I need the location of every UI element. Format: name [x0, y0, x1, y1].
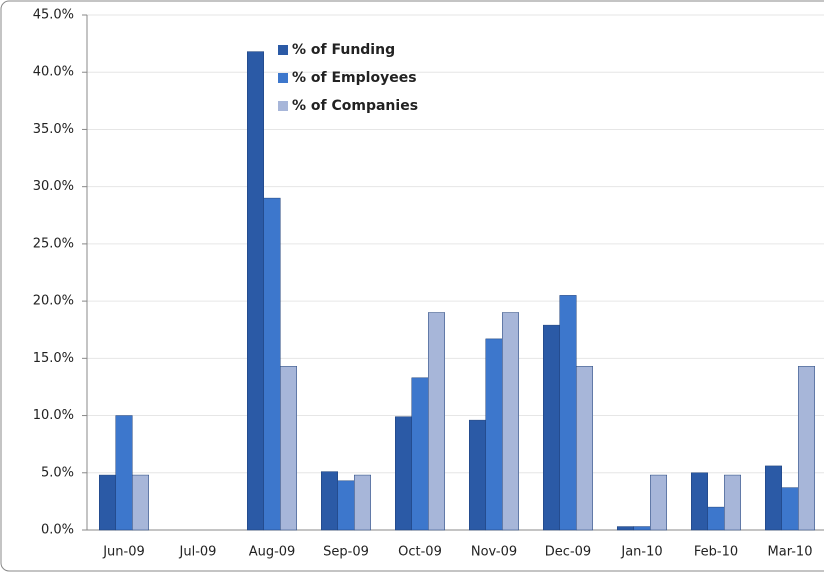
- x-tick-label: Jan-10: [620, 545, 662, 560]
- x-tick-label: Mar-10: [768, 545, 813, 560]
- bar: [395, 416, 412, 531]
- bar: [99, 474, 116, 531]
- y-tick-label: 45.0%: [33, 8, 74, 23]
- legend-label: % of Funding: [292, 42, 395, 58]
- bar: [354, 474, 371, 531]
- bar: [469, 419, 486, 531]
- bar: [280, 366, 297, 531]
- bar: [485, 338, 503, 531]
- y-tick-label: 10.0%: [33, 408, 74, 423]
- bar: [321, 471, 338, 531]
- legend-label: % of Companies: [292, 98, 418, 114]
- bar: [576, 366, 593, 531]
- x-tick-label: Feb-10: [694, 545, 738, 560]
- y-tick-label: 15.0%: [33, 351, 74, 366]
- x-tick-label: Sep-09: [323, 545, 369, 560]
- bar: [247, 51, 264, 531]
- bar: [798, 366, 815, 531]
- legend-swatch: [278, 73, 288, 83]
- y-tick-label: 20.0%: [33, 294, 74, 309]
- legend-swatch: [278, 45, 288, 55]
- bar: [115, 415, 133, 531]
- bar: [650, 474, 667, 531]
- x-tick-label: Jul-09: [179, 545, 217, 560]
- y-tick-label: 35.0%: [33, 122, 74, 137]
- x-tick-label: Dec-09: [545, 545, 591, 560]
- y-tick-label: 5.0%: [41, 465, 74, 480]
- bar: [724, 474, 741, 531]
- bar: [428, 312, 445, 531]
- bar: [543, 324, 560, 531]
- y-tick-label: 30.0%: [33, 179, 74, 194]
- bar: [263, 197, 281, 531]
- bar: [617, 526, 634, 531]
- bar: [765, 465, 782, 531]
- bar: [559, 295, 577, 531]
- x-tick-label: Aug-09: [249, 545, 296, 560]
- bar: [132, 474, 149, 531]
- y-tick-label: 25.0%: [33, 236, 74, 251]
- bar: [633, 526, 651, 531]
- legend-label: % of Employees: [292, 70, 417, 86]
- y-tick-label: 40.0%: [33, 65, 74, 80]
- x-tick-label: Jun-09: [102, 545, 145, 560]
- bar: [411, 377, 429, 531]
- x-tick-label: Oct-09: [398, 545, 442, 560]
- bar: [691, 472, 708, 531]
- bar: [337, 480, 355, 531]
- bar: [502, 312, 519, 531]
- bar: [707, 506, 725, 531]
- x-tick-label: Nov-09: [471, 545, 517, 560]
- bar: [781, 487, 799, 531]
- legend-swatch: [278, 101, 288, 111]
- y-tick-label: 0.0%: [41, 523, 74, 538]
